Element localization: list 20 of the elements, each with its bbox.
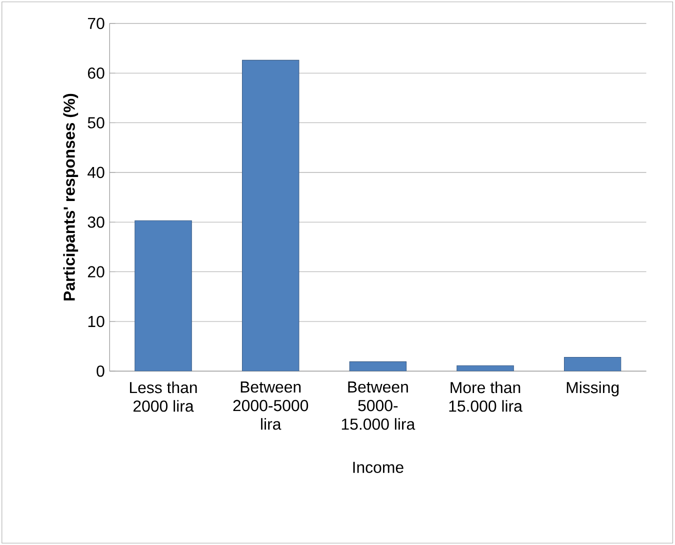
y-tick-label: 30 [88,216,104,228]
y-tick-label: 20 [88,266,104,278]
y-axis-title: Participants' responses (%) [63,94,78,300]
x-axis-title: Income [353,462,404,473]
bar [564,356,622,372]
x-tick-label: Less than 2000 lira [130,382,197,412]
x-tick-label: Between 2000-5000 lira [233,382,308,430]
y-tick-label: 50 [88,117,104,128]
x-tick-label: More than 15.000 lira [449,382,522,412]
y-tick-label: 40 [88,166,104,178]
y-tick-label: 10 [88,316,104,328]
bar [242,60,300,372]
x-tick-label: Missing [566,382,619,396]
bar [456,366,514,372]
y-tick-label: 60 [88,67,104,79]
x-tick-label: Between 5000-15.000 lira [342,382,416,430]
bar [134,220,192,372]
bar [350,362,406,372]
y-tick-label: 70 [88,18,104,30]
y-tick-label: 0 [96,365,104,377]
